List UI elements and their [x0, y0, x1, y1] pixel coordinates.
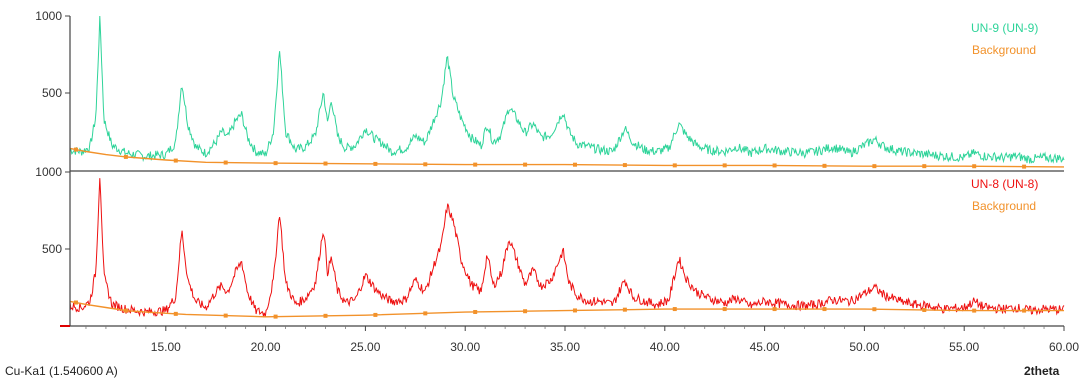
background-marker	[423, 311, 428, 316]
x-tick-label: 35.00	[550, 340, 580, 354]
y-tick-label: 500	[42, 242, 62, 256]
y-tick-label: 1000	[35, 9, 62, 23]
background-marker	[822, 307, 827, 312]
background-marker	[373, 312, 378, 317]
legend-entry-sample: UN-8 (UN-8)	[971, 177, 1038, 191]
background-marker	[572, 308, 577, 313]
x-tick-label: 15.00	[151, 340, 181, 354]
background-marker	[223, 313, 228, 318]
x-tick-label: 50.00	[849, 340, 879, 354]
background-marker	[722, 307, 727, 312]
plot-area	[69, 15, 1065, 319]
background-marker	[772, 163, 777, 168]
x-tick-label: 25.00	[350, 340, 380, 354]
ticks: 1000 500 1000 500 15.00 20.00 25.00 30.00 35.00 4…	[35, 9, 1079, 354]
legend-entry-background: Background	[972, 199, 1036, 213]
background-marker	[273, 314, 278, 319]
x-tick-label: 45.00	[750, 340, 780, 354]
y-tick-label: 500	[42, 86, 62, 100]
background-marker	[972, 164, 977, 169]
x-tick-label: 60.00	[1049, 340, 1079, 354]
background-marker	[123, 154, 128, 159]
background-marker	[872, 164, 877, 169]
background-marker	[123, 308, 128, 313]
wavelength-label: Cu-Ka1 (1.540600 A)	[5, 364, 118, 378]
background-marker	[672, 163, 677, 168]
background-marker	[523, 309, 528, 314]
background-marker	[323, 161, 328, 166]
x-tick-label: 55.00	[949, 340, 979, 354]
background-marker	[173, 158, 178, 163]
series-line-sample-p2	[69, 178, 1065, 318]
background-marker	[1022, 308, 1027, 313]
background-marker	[323, 313, 328, 318]
x-tick-label: 30.00	[450, 340, 480, 354]
legend: UN-9 (UN-9) Background UN-8 (UN-8) Backgrou…	[971, 21, 1038, 213]
background-marker	[572, 162, 577, 167]
series-line-background-p2	[69, 300, 1064, 318]
series-line-sample-p1	[69, 15, 1065, 164]
background-marker	[73, 147, 78, 152]
background-marker	[722, 163, 727, 168]
background-marker	[1022, 164, 1027, 169]
background-marker	[922, 307, 927, 312]
background-marker	[423, 162, 428, 167]
background-marker	[473, 309, 478, 314]
background-marker	[273, 161, 278, 166]
series-line-background-p1	[69, 147, 1065, 168]
background-marker	[523, 162, 528, 167]
background-marker	[922, 164, 927, 169]
background-marker	[73, 300, 78, 305]
background-marker	[173, 311, 178, 316]
background-marker	[622, 307, 627, 312]
x-tick-label: 40.00	[650, 340, 680, 354]
background-marker	[872, 307, 877, 312]
background-marker	[473, 162, 478, 167]
x-tick-label: 20.00	[251, 340, 281, 354]
background-marker	[622, 163, 627, 168]
legend-entry-background: Background	[972, 43, 1036, 57]
axes	[60, 16, 1064, 327]
background-marker	[772, 307, 777, 312]
legend-entry-sample: UN-9 (UN-9)	[971, 21, 1038, 35]
background-marker	[822, 163, 827, 168]
background-marker	[373, 161, 378, 166]
x-axis-label: 2theta	[1024, 364, 1060, 378]
background-marker	[223, 160, 228, 165]
y-tick-label: 1000	[35, 165, 62, 179]
background-marker	[672, 307, 677, 312]
background-marker	[972, 308, 977, 313]
